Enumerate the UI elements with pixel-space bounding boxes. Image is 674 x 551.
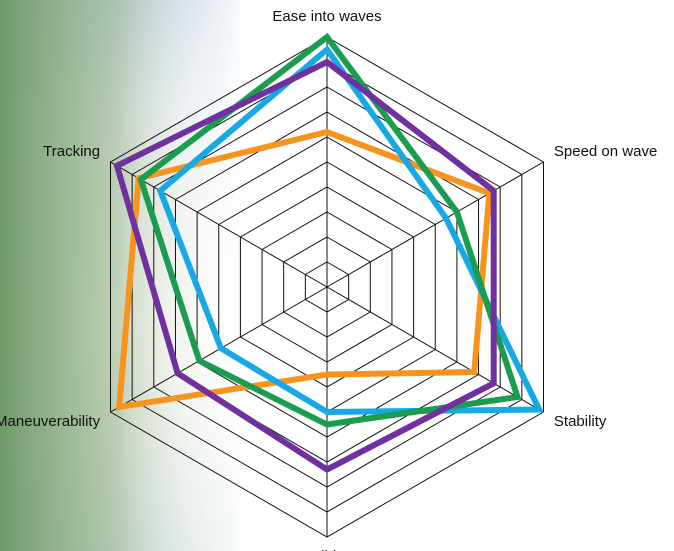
axis-label: Stability <box>554 413 607 430</box>
axis-label: Speed on wave <box>554 143 657 160</box>
series-line <box>156 45 544 416</box>
axis-label: Tracking <box>43 143 100 160</box>
axis-label: Ease into waves <box>272 8 381 25</box>
background-photo <box>0 0 250 551</box>
series-line <box>137 32 522 428</box>
spoke <box>110 161 328 288</box>
axis-label: Glide <box>309 548 344 551</box>
spoke <box>326 286 544 413</box>
spoke <box>326 161 544 288</box>
series-line <box>113 58 497 473</box>
axis-label: Maneuverability <box>0 413 101 430</box>
